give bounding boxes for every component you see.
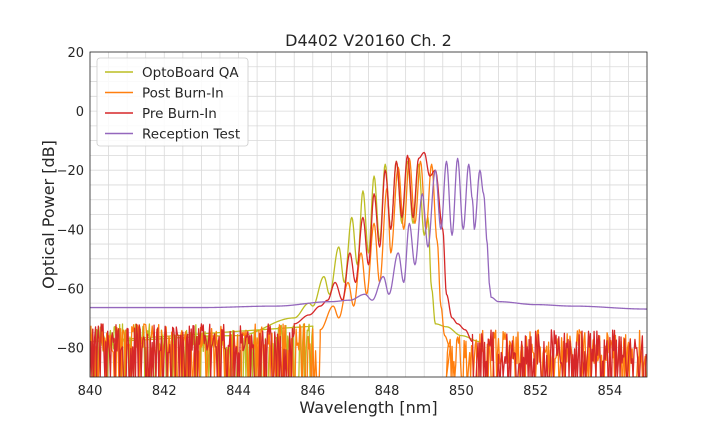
y-tick-label: −80 bbox=[57, 341, 84, 356]
x-tick-label: 848 bbox=[375, 384, 400, 399]
legend-label: Pre Burn-In bbox=[142, 106, 217, 122]
legend-box bbox=[96, 57, 249, 147]
y-axis-label: Optical Power [dB] bbox=[39, 140, 58, 289]
x-tick-label: 854 bbox=[597, 384, 622, 399]
x-axis-label: Wavelength [nm] bbox=[299, 398, 437, 417]
legend: OptoBoard QA Post Burn-In Pre Burn-In Recep… bbox=[96, 57, 249, 147]
series-line-reception-test bbox=[90, 157, 647, 310]
x-tick-label: 852 bbox=[523, 384, 548, 399]
x-tick-label: 842 bbox=[152, 384, 177, 399]
x-tick-label: 850 bbox=[449, 384, 474, 399]
legend-label: Post Burn-In bbox=[142, 86, 224, 102]
y-tick-label: −20 bbox=[57, 164, 84, 179]
y-tick-label: 0 bbox=[76, 105, 84, 120]
x-tick-label: 844 bbox=[226, 384, 251, 399]
x-tick-label: 846 bbox=[300, 384, 325, 399]
legend-label: Reception Test bbox=[142, 127, 240, 143]
y-tick-label: 20 bbox=[67, 46, 84, 61]
x-axis-ticks: 840 842 844 846 848 850 852 854 bbox=[78, 384, 623, 399]
y-tick-label: −60 bbox=[57, 282, 84, 297]
plot-frame bbox=[89, 51, 648, 378]
y-axis-ticks: 20 0 −20 −40 −60 −80 bbox=[57, 46, 84, 356]
series-line-pre-burn-in bbox=[90, 151, 647, 377]
legend-label: OptoBoard QA bbox=[142, 65, 239, 81]
chart-title: D4402 V20160 Ch. 2 bbox=[285, 31, 452, 50]
plot-area bbox=[90, 151, 647, 377]
y-tick-label: −40 bbox=[57, 223, 84, 238]
x-tick-label: 840 bbox=[78, 384, 103, 399]
series-line-post-burn-in bbox=[90, 157, 647, 377]
